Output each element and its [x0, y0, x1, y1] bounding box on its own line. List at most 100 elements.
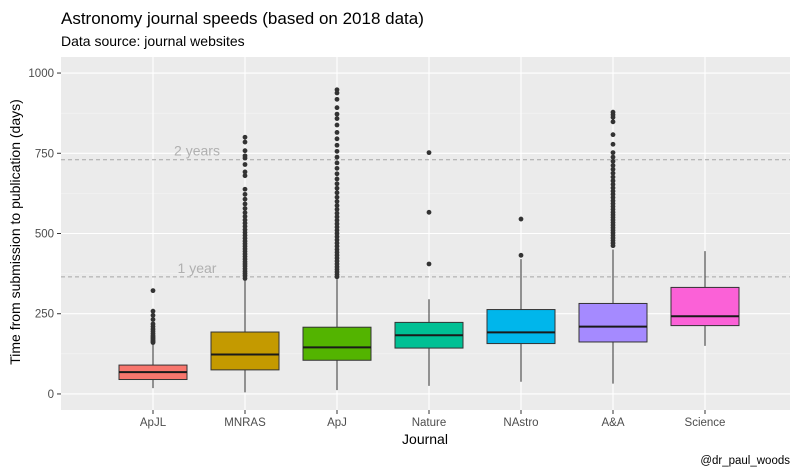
y-tick-label: 0: [48, 389, 54, 401]
outlier-point: [334, 210, 340, 216]
outlier-point: [334, 176, 340, 182]
outlier-point: [334, 142, 340, 148]
outlier-point: [334, 217, 340, 223]
iqr-box: [210, 331, 280, 371]
outlier-point: [334, 221, 340, 227]
outlier-point: [610, 182, 616, 187]
iqr-box: [486, 309, 556, 345]
reference-line-label: 1 year: [178, 260, 217, 276]
outlier-point: [150, 321, 156, 327]
outlier-point: [150, 288, 156, 294]
outlier-point: [610, 119, 616, 125]
caption: @dr_paul_woods: [700, 455, 790, 467]
outlier-point: [334, 96, 340, 102]
outlier-point: [242, 186, 248, 192]
outlier-point: [334, 105, 340, 111]
y-axis: 0 250 500 750 1000: [28, 68, 61, 401]
outlier-point: [334, 171, 340, 177]
x-axis: ApJL MNRAS ApJ Nature NAstro A&A Science: [140, 410, 725, 429]
x-tick-label: NAstro: [503, 417, 538, 429]
outlier-point: [334, 165, 340, 171]
outlier-point: [610, 178, 616, 184]
outlier-point: [150, 308, 156, 314]
outlier-point: [610, 150, 616, 156]
x-tick-label: MNRAS: [224, 417, 266, 429]
outlier-point: [334, 154, 340, 160]
outlier-point: [334, 199, 340, 204]
outlier-point: [610, 154, 616, 160]
outlier-point: [334, 136, 340, 142]
outlier-point: [242, 173, 248, 179]
outlier-point: [242, 153, 248, 159]
outlier-point: [518, 252, 524, 258]
outlier-point: [334, 194, 340, 200]
y-tick-label: 500: [35, 229, 54, 241]
boxplot-nastro: [486, 216, 556, 382]
y-tick-label: 750: [35, 148, 54, 160]
outlier-point: [334, 148, 340, 154]
reference-lines: 1 year 2 years: [61, 143, 790, 278]
outlier-point: [334, 130, 340, 135]
outlier-point: [334, 122, 340, 128]
boxplot-apj: [302, 87, 372, 391]
outlier-point: [150, 312, 156, 318]
outlier-point: [610, 158, 616, 164]
outlier-point: [610, 109, 616, 115]
outlier-point: [426, 209, 432, 215]
outlier-point: [334, 111, 340, 117]
outlier-point: [242, 210, 248, 216]
iqr-box: [302, 326, 372, 361]
y-axis-title: Time from submission to publication (day…: [7, 99, 23, 365]
y-tick-label: 1000: [28, 68, 54, 80]
outlier-point: [242, 148, 248, 154]
outlier-point: [334, 185, 340, 191]
outlier-point: [334, 87, 340, 93]
y-tick-label: 250: [35, 309, 54, 321]
outlier-point: [334, 214, 340, 220]
outlier-point: [610, 163, 616, 168]
boxplot-aa: [578, 109, 648, 384]
outlier-point: [426, 150, 432, 156]
outlier-point: [242, 201, 248, 207]
outlier-point: [610, 174, 616, 180]
boxplot-science: [670, 251, 740, 346]
outlier-point: [334, 203, 340, 208]
boxplot-mnras: [210, 134, 280, 393]
outlier-point: [610, 166, 616, 172]
outlier-point: [334, 190, 340, 196]
outlier-point: [334, 207, 340, 212]
outlier-point: [610, 141, 616, 147]
outlier-point: [242, 206, 248, 211]
chart-subtitle: Data source: journal websites: [61, 33, 245, 49]
boxplots: [118, 87, 740, 393]
x-tick-label: A&A: [601, 417, 624, 429]
x-tick-label: Nature: [412, 417, 447, 429]
outlier-point: [242, 169, 248, 175]
outlier-point: [518, 216, 524, 222]
outlier-point: [426, 261, 432, 267]
outlier-point: [242, 191, 248, 197]
boxplot-nature: [394, 150, 464, 386]
outlier-point: [242, 134, 248, 140]
reference-line-label: 2 years: [174, 143, 220, 159]
outlier-point: [242, 196, 248, 202]
outlier-point: [610, 170, 616, 176]
outlier-point: [334, 160, 340, 166]
x-tick-label: ApJL: [140, 417, 167, 429]
iqr-box: [670, 286, 740, 327]
outlier-point: [334, 116, 340, 122]
x-axis-title: Journal: [402, 431, 448, 447]
outlier-point: [242, 162, 248, 167]
outlier-point: [242, 139, 248, 145]
iqr-box: [578, 302, 648, 343]
boxplot-apjl: [118, 288, 188, 389]
outlier-point: [150, 317, 156, 322]
outlier-point: [610, 185, 616, 191]
outlier-point: [242, 214, 248, 219]
chart-title: Astronomy journal speeds (based on 2018 …: [61, 9, 424, 28]
x-tick-label: ApJ: [327, 417, 347, 429]
outlier-point: [334, 181, 340, 187]
outlier-point: [610, 132, 616, 138]
outlier-point: [242, 217, 248, 223]
